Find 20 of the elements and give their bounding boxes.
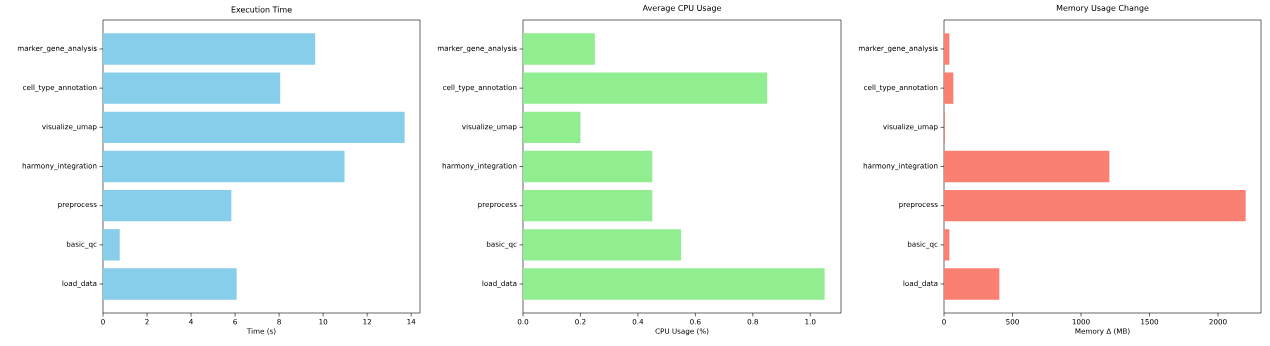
bar xyxy=(944,150,1110,183)
bar xyxy=(523,72,768,104)
bar xyxy=(103,150,345,183)
bar xyxy=(523,190,653,222)
bar xyxy=(523,268,825,300)
bar xyxy=(944,72,954,104)
bar xyxy=(944,229,950,261)
bar xyxy=(103,33,316,65)
bar xyxy=(944,190,1246,222)
bar xyxy=(103,229,120,261)
bar xyxy=(523,111,581,143)
bar xyxy=(103,72,281,104)
bar xyxy=(944,33,950,65)
bar xyxy=(103,190,232,222)
bar xyxy=(103,111,405,143)
bar xyxy=(944,268,1000,300)
bar xyxy=(103,268,237,300)
bar xyxy=(523,229,681,261)
bar xyxy=(523,33,595,65)
bar xyxy=(523,150,653,183)
